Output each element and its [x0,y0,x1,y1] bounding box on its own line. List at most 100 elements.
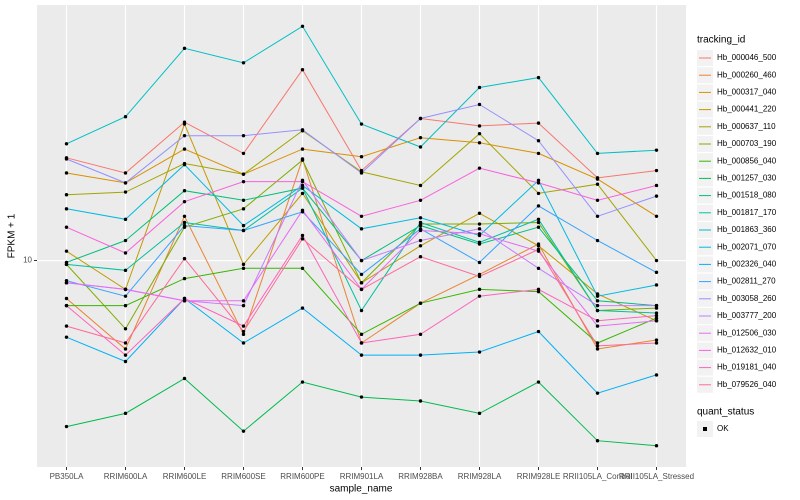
data-point [536,244,541,248]
data-point [123,303,128,308]
data-point [536,75,541,80]
data-point [418,301,423,305]
data-point [536,178,541,183]
data-point [536,204,541,208]
data-point [359,287,364,292]
data-point [123,181,128,185]
data-point [418,399,423,403]
data-point [654,311,659,315]
data-point [477,85,482,90]
data-point [300,158,305,162]
data-point [654,270,659,275]
data-point [595,308,600,313]
data-point [654,283,659,287]
data-point [477,411,482,416]
data-point [477,131,482,136]
data-point [477,232,482,236]
x-axis-title: sample_name [330,484,393,495]
data-point [300,147,305,151]
data-point [359,353,364,357]
data-point [182,376,187,381]
data-point [64,335,69,339]
data-point [595,299,600,303]
data-point [595,198,600,202]
data-point [595,303,600,308]
data-point [477,211,482,215]
data-point [359,341,364,345]
data-point [418,228,423,233]
data-point [595,439,600,443]
data-point [300,128,305,132]
data-point [241,341,246,345]
data-point [241,179,246,184]
data-point [359,155,364,159]
data-point [300,208,305,213]
x-tick-label: RRII105LA_Control [563,472,633,481]
data-point [654,303,659,308]
legend-label: Hb_003777_200 [717,311,777,320]
legend-label: Hb_000317_040 [717,88,777,97]
y-tick-label: 10 [23,256,32,265]
legend-label: Hb_000856_040 [717,156,777,165]
data-point [595,391,600,395]
data-point [182,133,187,138]
data-point [536,266,541,271]
data-point [241,324,246,328]
data-point [359,395,364,399]
data-point [477,350,482,354]
legend-label: Hb_001518_080 [717,191,777,200]
data-point [300,68,305,72]
data-point [418,353,423,357]
data-point [241,429,246,433]
data-point [418,116,423,121]
x-tick-label: RRIM901LA [340,472,384,481]
data-point [477,294,482,298]
data-point [300,233,305,238]
data-point [536,380,541,384]
data-point [123,251,128,255]
legend-label: Hb_000260_460 [717,70,777,79]
data-point [477,222,482,226]
data-point [64,225,69,229]
data-point [64,207,69,211]
x-tick-label: RRIM600PE [280,472,324,481]
data-point [241,228,246,233]
data-point [182,299,187,303]
data-point [418,183,423,188]
data-point [300,237,305,241]
data-point [300,179,305,184]
data-point [359,122,364,126]
legend-label: OK [717,424,729,433]
data-point [418,238,423,243]
data-point [182,122,187,126]
data-point [300,24,305,28]
legend-label: Hb_000703_190 [717,139,777,148]
legend-label: Hb_002811_270 [717,277,776,286]
data-point [536,151,541,156]
data-point [241,329,246,334]
data-point [300,306,305,310]
data-point [182,199,187,204]
legend-label: Hb_000441_220 [717,105,777,114]
data-point [595,214,600,218]
data-point [654,183,659,188]
x-tick-label: RRIM928LA [458,472,502,481]
data-point [64,324,69,328]
x-tick-label: PB350LA [50,472,84,481]
data-point [123,114,128,119]
legend-label: Hb_002071_070 [717,242,777,251]
data-point [123,217,128,222]
data-point [182,189,187,193]
data-point [654,319,659,323]
data-point [595,341,600,345]
data-point [477,141,482,145]
data-point [359,171,364,175]
data-point [359,258,364,263]
legend-label: Hb_079526_040 [717,380,777,389]
data-point [182,214,187,218]
data-point [241,133,246,138]
data-point [654,313,659,318]
legend-title: quant_status [697,407,754,418]
data-point [123,294,128,298]
data-point [123,190,128,194]
